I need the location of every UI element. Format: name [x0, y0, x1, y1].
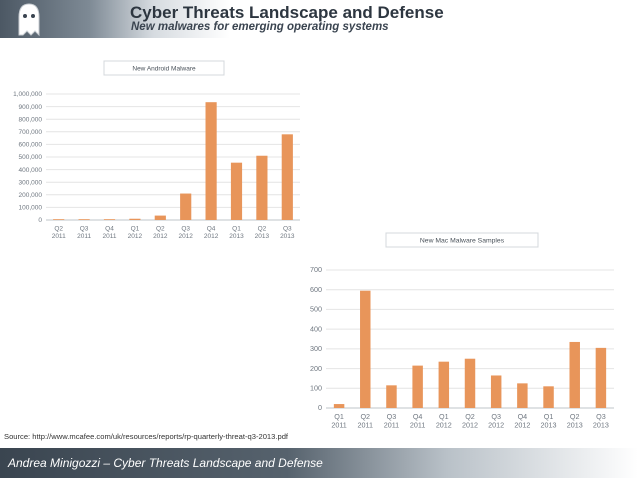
android-xtick-quarter: Q3	[283, 226, 292, 233]
android-xtick-year: 2012	[204, 233, 219, 240]
mac-xtick-quarter: Q3	[596, 412, 606, 421]
mac-xtick-quarter: Q3	[387, 412, 397, 421]
android-xtick-year: 2012	[153, 233, 168, 240]
mac-xtick-quarter: Q4	[413, 412, 423, 421]
mac-chart-title: New Mac Malware Samples	[420, 237, 505, 244]
android-ytick-label: 700,000	[19, 129, 43, 136]
mac-xtick-year: 2012	[488, 420, 504, 429]
mac-xtick-quarter: Q4	[518, 412, 528, 421]
mac-bar	[595, 347, 607, 408]
android-xtick-year: 2013	[229, 233, 244, 240]
mac-xtick-year: 2011	[358, 420, 373, 429]
android-bar	[129, 218, 141, 220]
mac-xtick-year: 2012	[436, 420, 452, 429]
mac-ytick-label: 300	[310, 344, 322, 353]
mac-title-box	[385, 232, 539, 248]
android-xtick-quarter: Q2	[258, 226, 267, 233]
mac-ytick-label: 100	[310, 383, 322, 392]
mac-xtick-year: 2013	[541, 420, 557, 429]
mac-bar	[412, 365, 423, 408]
android-ytick-label: 500,000	[19, 154, 43, 161]
android-bar	[53, 219, 65, 220]
mac-bar	[438, 361, 450, 408]
android-xtick-quarter: Q1	[232, 226, 241, 233]
mac-xtick-year: 2013	[593, 420, 609, 429]
android-xtick-quarter: Q3	[80, 226, 89, 233]
mac-bar	[517, 383, 528, 408]
android-xtick-quarter: Q2	[54, 226, 63, 233]
android-ytick-label: 200,000	[19, 192, 43, 199]
android-xtick-year: 2011	[52, 233, 66, 240]
android-title-box	[103, 60, 225, 76]
android-bar	[205, 102, 217, 220]
mac-bar	[543, 386, 554, 408]
mac-bar	[333, 404, 345, 408]
android-xtick-year: 2012	[128, 233, 143, 240]
footer-band	[0, 448, 638, 478]
android-bar	[154, 215, 166, 220]
android-bar	[103, 219, 116, 220]
mac-bar	[360, 290, 371, 408]
android-xtick-year: 2011	[77, 233, 91, 240]
android-xtick-year: 2013	[280, 233, 295, 240]
ghost-icon	[18, 3, 40, 37]
android-ytick-label: 400,000	[19, 167, 43, 174]
mac-ytick-label: 500	[310, 305, 322, 314]
android-xtick-quarter: Q4	[105, 226, 114, 233]
android-xtick-year: 2011	[103, 233, 117, 240]
android-bar	[281, 134, 293, 220]
mac-xtick-quarter: Q1	[439, 412, 449, 421]
mac-bar	[569, 341, 580, 408]
android-ytick-label: 100,000	[19, 205, 43, 212]
android-xtick-year: 2013	[255, 233, 270, 240]
mac-bar	[490, 375, 502, 408]
android-xtick-quarter: Q1	[131, 226, 140, 233]
mac-bar	[386, 385, 397, 408]
android-xtick-year: 2012	[178, 233, 193, 240]
android-ytick-label: 800,000	[19, 116, 43, 123]
mac-xtick-quarter: Q1	[334, 412, 344, 421]
mac-xtick-year: 2013	[567, 420, 583, 429]
page-title: Cyber Threats Landscape and Defense	[130, 3, 444, 22]
header-band	[0, 0, 638, 38]
page-subtitle: New malwares for emerging operating syst…	[131, 21, 389, 33]
mac-malware-chart-svg: New Mac Malware Samples 0 100 200 300 400 500 6…	[310, 232, 614, 429]
footer-text: Andrea Minigozzi – Cyber Threats Landsca…	[8, 456, 323, 470]
android-chart-title: New Android Malware	[132, 65, 196, 72]
android-ytick-label: 900,000	[19, 104, 43, 111]
mac-xtick-quarter: Q1	[544, 412, 554, 421]
android-bar	[230, 162, 243, 220]
android-xtick-quarter: Q4	[207, 226, 216, 233]
mac-xtick-year: 2012	[462, 420, 478, 429]
mac-xtick-quarter: Q3	[491, 412, 501, 421]
android-xtick-quarter: Q2	[156, 226, 165, 233]
android-malware-chart: New Android Malware 0 100,000 200,000 300,00…	[0, 56, 308, 250]
android-ytick-label: 1,000,000	[13, 91, 42, 98]
mac-ytick-label: 400	[310, 324, 322, 333]
mac-ytick-label: 700	[310, 265, 322, 274]
mac-xtick-year: 2011	[331, 420, 346, 429]
mac-bar	[464, 358, 476, 408]
mac-xtick-year: 2011	[384, 420, 399, 429]
android-ytick-label: 600,000	[19, 142, 43, 149]
android-xtick-quarter: Q3	[181, 226, 190, 233]
mac-xtick-quarter: Q2	[360, 412, 370, 421]
mac-xtick-year: 2012	[514, 420, 530, 429]
mac-ytick-label: 0	[318, 403, 322, 412]
android-bar	[180, 193, 192, 220]
mac-xtick-year: 2011	[410, 420, 425, 429]
android-ytick-label: 300,000	[19, 179, 43, 186]
mac-ytick-label: 200	[310, 364, 322, 373]
source-citation: Source: http://www.mcafee.com/uk/resourc…	[4, 432, 289, 441]
mac-xtick-quarter: Q2	[465, 412, 475, 421]
mac-xtick-quarter: Q2	[570, 412, 580, 421]
mac-ytick-label: 600	[310, 285, 322, 294]
android-ytick-label: 0	[38, 217, 42, 224]
android-bar	[78, 219, 90, 220]
android-bar	[256, 155, 268, 220]
android-malware-chart-svg: New Android Malware 0 100,000 200,000 300,00…	[13, 60, 300, 240]
mac-malware-chart: New Mac Malware Samples 0 100 200 300 400 500 6…	[300, 228, 620, 434]
